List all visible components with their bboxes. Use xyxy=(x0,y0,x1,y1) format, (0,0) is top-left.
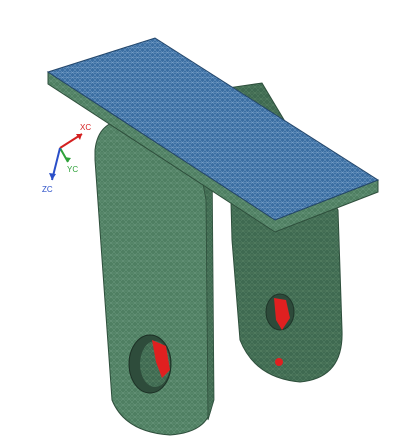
rear-stress-point xyxy=(275,358,283,366)
y-axis-label: YC xyxy=(67,165,79,174)
front-flange[interactable] xyxy=(94,119,215,436)
front-hole-stress-hotspot xyxy=(152,340,170,378)
plate-top-surface xyxy=(46,37,380,221)
z-axis-label: ZC xyxy=(42,185,53,194)
rear-hole-stress-hotspot xyxy=(274,298,290,330)
coordinate-triad xyxy=(49,133,83,181)
x-axis-label: XC xyxy=(80,123,92,132)
top-plate[interactable] xyxy=(46,37,380,233)
